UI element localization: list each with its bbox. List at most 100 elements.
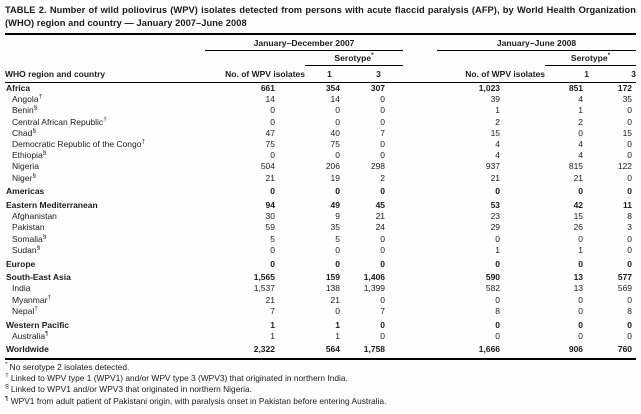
- row-label: Africa: [6, 83, 31, 93]
- cell-value: 8: [627, 305, 633, 316]
- cell-value: 0: [627, 258, 633, 269]
- cell-value: 1,758: [354, 341, 404, 360]
- row-label: Worldwide: [5, 341, 205, 360]
- row-label: Sudan§: [12, 244, 41, 255]
- serotype1-2007-header: 1: [305, 65, 354, 83]
- cell-value: 5: [335, 233, 340, 244]
- cell-value: 15: [622, 127, 633, 138]
- column-header-row: WHO region and country No. of WPV isolat…: [5, 65, 637, 83]
- cell-value: 760: [589, 341, 637, 360]
- row-label: Democratic Republic of the Congo†: [12, 139, 146, 150]
- cell-value: 0: [380, 330, 386, 341]
- period-2008-header: January–June 2008: [437, 35, 637, 51]
- cell-value: 661: [260, 83, 275, 93]
- footnote-marker: ¶: [45, 330, 49, 337]
- cell-value: 2: [380, 172, 386, 183]
- cell-value: 4: [495, 139, 501, 150]
- column-gap: [403, 83, 437, 95]
- isolates-2008-header: No. of WPV isolates: [437, 65, 546, 83]
- row-label: Pakistan: [12, 222, 45, 233]
- column-gap: [403, 94, 437, 105]
- footnote-marker: †: [47, 294, 52, 301]
- footnote-symbol: †: [5, 373, 11, 380]
- cell-value: 11: [623, 200, 633, 211]
- column-gap: [403, 139, 437, 150]
- cell-value: 577: [617, 272, 633, 283]
- serotype-2008-header: Serotype*: [545, 50, 637, 66]
- row-label: Angola†: [12, 94, 43, 105]
- table-row: Myanmar† 21 21 0 0 0 0: [5, 295, 636, 306]
- header-spacer: [5, 51, 205, 66]
- cell-value: 47: [265, 127, 275, 138]
- footnote-marker: §: [32, 127, 36, 134]
- footnote: * No serotype 2 isolates detected.: [5, 362, 636, 373]
- serotype-header-row: Serotype* Serotype*: [5, 50, 637, 66]
- serotype-label: Serotype: [570, 53, 608, 63]
- table-row: Nigeria 504 206 298 937 815 122: [5, 161, 636, 172]
- cell-value: 0: [627, 139, 633, 150]
- footnote-symbol: ¶: [5, 395, 11, 403]
- column-gap: [403, 317, 437, 331]
- table-body: Africa 661 354 307 1,023 851 172 Angola† 14 14 0 39…: [5, 83, 637, 360]
- row-label: Somalia§: [12, 233, 47, 244]
- period-header-row: January–December 2007 January–June 2008: [5, 35, 637, 51]
- cell-value: 49: [330, 200, 340, 211]
- footnote-marker: §: [36, 244, 41, 252]
- row-label: Nepal†: [12, 305, 38, 316]
- cell-value: 590: [485, 272, 501, 283]
- cell-value: 7: [380, 305, 386, 316]
- cell-value: 206: [325, 161, 340, 172]
- header-spacer: [437, 51, 545, 66]
- table-row: Western Pacific 1 1 0 0 0 0: [5, 317, 636, 331]
- cell-value: 13: [573, 283, 584, 294]
- cell-value: 0: [627, 172, 633, 183]
- cell-value: 8: [627, 211, 633, 222]
- cell-value: 0: [578, 258, 584, 269]
- footnote-text: Linked to WPV1 and/or WPV3 that originat…: [10, 384, 252, 395]
- footnote-symbol: *: [5, 361, 10, 368]
- cell-value: 504: [260, 161, 275, 172]
- table-row: Worldwide 2,322 564 1,758 1,666 906 760: [5, 341, 637, 360]
- cell-value: 0: [627, 233, 633, 244]
- cell-value: 569: [617, 283, 633, 294]
- table-row: Sudan§ 0 0 0 1 1 0: [5, 245, 636, 256]
- column-gap: [403, 211, 437, 222]
- cell-value: 75: [265, 139, 275, 150]
- footnote-marker: §: [42, 150, 47, 157]
- column-gap: [403, 306, 437, 317]
- column-gap: [403, 150, 437, 161]
- column-gap: [403, 295, 437, 306]
- cell-value: 30: [265, 211, 275, 222]
- cell-value: 19: [330, 172, 340, 183]
- cell-value: 53: [490, 200, 501, 211]
- cell-value: 42: [573, 200, 584, 211]
- cell-value: 0: [578, 305, 584, 316]
- cell-value: 937: [485, 161, 501, 172]
- table-row: Angola† 14 14 0 39 4 35: [5, 94, 636, 105]
- cell-value: 0: [578, 127, 584, 138]
- cell-value: 0: [578, 294, 584, 305]
- row-label: Americas: [6, 186, 45, 197]
- footnote-text: No serotype 2 isolates detected.: [9, 361, 130, 372]
- column-gap: [403, 256, 437, 270]
- cell-value: 0: [627, 186, 633, 197]
- cell-value: 564: [305, 341, 354, 360]
- table-row: Afghanistan 30 9 21 23 15 8: [5, 211, 636, 222]
- serotype-footnote-marker: *: [371, 52, 374, 60]
- cell-value: 5: [270, 233, 275, 244]
- cell-value: 0: [380, 105, 386, 116]
- cell-value: 2,322: [205, 341, 305, 360]
- row-label: Central African Republic†: [12, 116, 107, 127]
- cell-value: 0: [578, 330, 584, 341]
- cell-value: 1: [578, 244, 584, 255]
- column-gap: [403, 341, 438, 360]
- table-row: Central African Republic† 0 0 0 2 2 0: [5, 117, 636, 128]
- cell-value: 1,406: [363, 272, 386, 283]
- column-gap: [403, 105, 437, 116]
- cell-value: 4: [578, 139, 584, 150]
- column-gap: [403, 245, 437, 256]
- cell-value: 39: [490, 94, 501, 105]
- cell-value: 59: [265, 222, 275, 233]
- cell-value: 0: [270, 116, 275, 127]
